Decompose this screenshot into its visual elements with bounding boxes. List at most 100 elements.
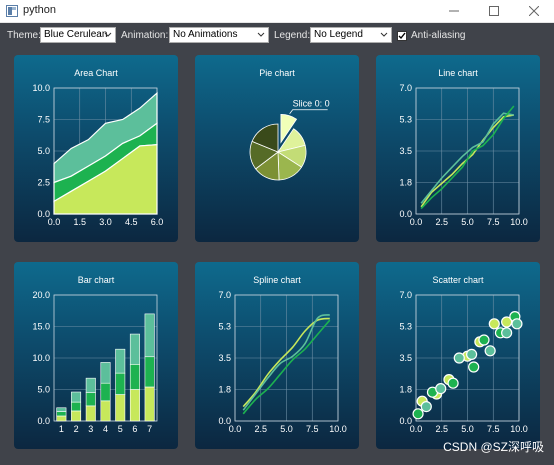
legend-label: Legend:: [274, 30, 311, 41]
x-tick-label: 7.5: [487, 217, 500, 227]
line-chart: Line chart 0.0 1.8 3.5 5.3 7.0 0.0 2.5 5.0 7.5 10.…: [399, 68, 528, 227]
line-series-2: [242, 319, 331, 415]
x-tick-label: 3.0: [99, 217, 112, 227]
line-series-1: [420, 112, 514, 204]
scatter-chart-panel: Scatter chart 0.0 1.8 3.5 5.3 7.0 0.0 2.5 5.0 7.5…: [376, 262, 540, 449]
x-tick-label: 2.5: [435, 217, 448, 227]
x-tick-label: 6: [132, 424, 137, 434]
x-tick-label: 5.0: [280, 424, 293, 434]
chevron-down-icon: [380, 32, 388, 37]
spline-chart-panel: Spline chart 0.0 1.8 3.5 5.3 7.0 0.0 2.5 5.0 7.5 1…: [195, 262, 359, 449]
legend-combobox[interactable]: No Legend: [310, 27, 392, 43]
bar-segment: [56, 411, 67, 417]
scatter-point: [488, 318, 500, 330]
y-tick-label: 5.3: [399, 115, 412, 125]
x-tick-label: 10.0: [510, 424, 528, 434]
bar-segment: [71, 391, 82, 403]
antialiasing-checkbox[interactable]: [397, 31, 407, 41]
x-tick-label: 1.5: [73, 217, 86, 227]
x-tick-label: 0.0: [229, 424, 242, 434]
watermark: CSDN @SZ深呼吸: [443, 440, 544, 454]
animation-combobox[interactable]: No Animations: [169, 27, 269, 43]
y-tick-label: 0.0: [399, 416, 412, 426]
antialiasing-label: Anti-aliasing: [411, 30, 466, 41]
chevron-down-icon: [104, 32, 112, 37]
x-tick-label: 10.0: [510, 217, 528, 227]
x-tick-label: 7: [147, 424, 152, 434]
y-tick-label: 10.0: [32, 83, 50, 93]
y-tick-label: 5.0: [37, 146, 50, 156]
x-tick-label: 10.0: [329, 424, 347, 434]
y-tick-label: 5.0: [37, 385, 50, 395]
x-tick-label: 0.0: [410, 424, 423, 434]
bar-segment: [85, 405, 96, 422]
bar-chart-panel: Bar chart 0.0 5.0 10.0 15.0 20.0 1 2 3 4 5 6 7: [14, 262, 178, 449]
bar-segment: [144, 386, 155, 422]
bar-segment: [115, 394, 126, 422]
scatter-point: [478, 334, 490, 346]
bar-segment: [56, 415, 67, 422]
pie-chart: Pie chart Slice 0: 0: [249, 68, 330, 181]
y-tick-label: 3.5: [399, 353, 412, 363]
y-tick-label: 15.0: [32, 322, 50, 332]
maximize-icon: [489, 6, 499, 16]
x-tick-label: 2.5: [435, 424, 448, 434]
main-area: Theme: Blue Cerulean Animation: No Anima…: [0, 23, 554, 465]
window-title: python: [23, 4, 57, 16]
pie-chart-panel: Pie chart Slice 0: 0: [195, 55, 359, 242]
y-tick-label: 0.0: [37, 209, 50, 219]
bar-segment: [85, 392, 96, 407]
x-tick-label: 4.5: [125, 217, 138, 227]
window-titlebar: python: [0, 0, 554, 23]
bar-segment: [144, 313, 155, 358]
bar-segment: [71, 401, 82, 412]
y-tick-label: 5.3: [399, 322, 412, 332]
checkmark-icon: [398, 32, 406, 40]
y-tick-label: 1.8: [399, 385, 412, 395]
x-tick-label: 2: [74, 424, 79, 434]
x-tick-label: 5.0: [461, 217, 474, 227]
bar-segment: [115, 348, 126, 374]
pie-slice-0: [280, 114, 298, 144]
legend-value: No Legend: [314, 29, 363, 40]
y-tick-label: 7.0: [399, 83, 412, 93]
chart-title: Spline chart: [253, 275, 301, 285]
theme-combobox[interactable]: Blue Cerulean: [40, 27, 116, 43]
y-tick-label: 3.5: [218, 353, 231, 363]
pie-slice-6: [251, 123, 279, 153]
plot-frame: [415, 87, 520, 215]
bar-segment: [100, 362, 111, 384]
y-tick-label: 1.8: [218, 385, 231, 395]
x-tick-label: 0.0: [48, 217, 61, 227]
x-tick-label: 7.5: [306, 424, 319, 434]
scatter-point: [420, 401, 432, 413]
bar-segment: [100, 382, 111, 402]
chart-title: Pie chart: [259, 68, 295, 78]
chart-title: Line chart: [438, 68, 478, 78]
scatter-chart: Scatter chart 0.0 1.8 3.5 5.3 7.0 0.0 2.5 5.0 7.5…: [399, 275, 528, 434]
bar-segment: [115, 372, 126, 395]
area-chart-panel: Area Chart 0.0 2.5 5.0 7.5 10.0 0.0 1.5 3.0 4.5 6.…: [14, 55, 178, 242]
y-tick-label: 5.3: [218, 322, 231, 332]
area-chart: Area Chart 0.0 2.5 5.0 7.5 10.0 0.0 1.5 3.0 4.5 6.…: [32, 68, 163, 227]
bar-segment: [56, 407, 67, 412]
y-tick-label: 0.0: [37, 416, 50, 426]
chart-title: Bar chart: [78, 275, 115, 285]
scatter-point: [412, 408, 424, 420]
app-icon: [6, 5, 18, 17]
y-tick-label: 7.5: [37, 115, 50, 125]
close-button[interactable]: [514, 0, 554, 22]
maximize-button[interactable]: [474, 0, 514, 22]
minimize-icon: [449, 10, 459, 12]
scatter-point: [484, 345, 496, 357]
y-tick-label: 7.0: [399, 290, 412, 300]
line-series-1: [242, 314, 330, 411]
scatter-point: [468, 361, 480, 373]
minimize-button[interactable]: [434, 0, 474, 22]
y-tick-label: 10.0: [32, 353, 50, 363]
scatter-point: [501, 327, 513, 339]
plot-frame: [415, 294, 520, 422]
bar-segment: [129, 389, 140, 422]
x-tick-label: 7.5: [487, 424, 500, 434]
line-chart-panel: Line chart 0.0 1.8 3.5 5.3 7.0 0.0 2.5 5.0 7.5 10.…: [376, 55, 540, 242]
